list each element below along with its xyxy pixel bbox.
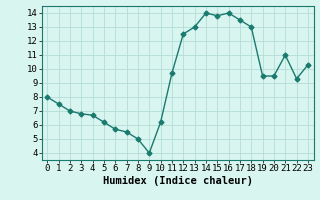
X-axis label: Humidex (Indice chaleur): Humidex (Indice chaleur): [103, 176, 252, 186]
